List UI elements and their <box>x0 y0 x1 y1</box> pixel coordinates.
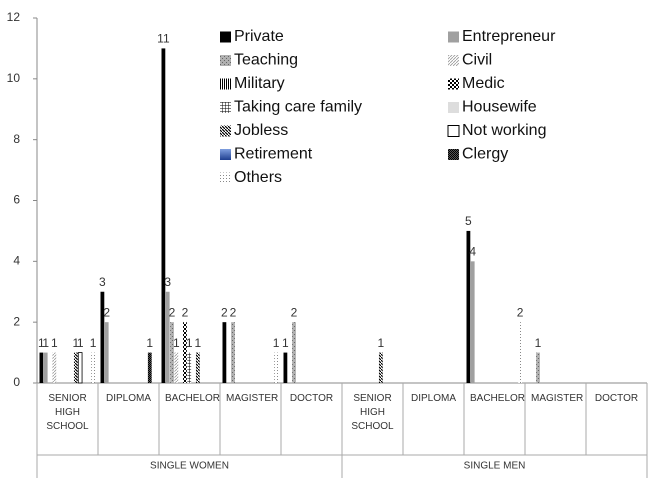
value-label: 1 <box>282 336 289 350</box>
bar <box>73 352 78 383</box>
legend-label: Housewife <box>462 99 537 116</box>
value-label: 2 <box>230 305 237 319</box>
legend-swatch <box>448 55 459 66</box>
x-tick-label: SENIOR HIGH SCHOOL <box>46 393 89 432</box>
bar <box>274 352 278 383</box>
x-tick-label: BACHELOR <box>165 393 221 404</box>
legend-swatch <box>220 31 231 43</box>
bar <box>104 322 109 383</box>
bar <box>147 352 152 383</box>
legend-label: Jobless <box>234 122 288 139</box>
value-label: 4 <box>469 245 476 259</box>
group-label: SINGLE MEN <box>464 461 526 472</box>
legend-swatch <box>220 125 231 137</box>
legend-swatch <box>220 172 231 184</box>
legend-swatch <box>220 78 231 90</box>
x-tick-label: BACHELOR <box>470 393 526 404</box>
bar <box>466 230 471 383</box>
value-label: 3 <box>99 275 106 289</box>
value-label: 1 <box>38 336 45 350</box>
x-tick-label: DIPLOMA <box>410 393 456 404</box>
value-label: 1 <box>195 336 202 350</box>
bar <box>161 48 166 384</box>
value-label: 1 <box>90 336 97 350</box>
legend-swatch <box>447 125 460 137</box>
legend-swatch <box>448 149 459 160</box>
legend-label: Civil <box>462 52 492 69</box>
bar <box>52 352 57 383</box>
bar <box>187 352 192 383</box>
bar <box>43 352 48 383</box>
x-tick-label: MAGISTER <box>531 393 584 404</box>
legend-label: Medic <box>462 75 505 92</box>
bar <box>518 322 522 383</box>
legend-swatch <box>220 149 231 160</box>
x-tick-label: DIPLOMA <box>105 393 151 404</box>
value-label: 1 <box>146 336 153 350</box>
x-tick-label: SENIOR HIGH SCHOOL <box>351 393 394 432</box>
value-label: 2 <box>291 305 298 319</box>
value-label: 1 <box>535 336 542 350</box>
value-label: 2 <box>103 305 110 319</box>
bar <box>283 352 288 383</box>
value-label: 3 <box>164 275 171 289</box>
legend-label: Military <box>234 75 285 92</box>
bar <box>170 322 174 383</box>
legend-label: Retirement <box>234 146 313 163</box>
y-tick-label: 6 <box>13 193 20 207</box>
value-label: 2 <box>169 305 176 319</box>
legend-swatch <box>448 31 459 43</box>
x-tick-label: MAGISTER <box>226 393 279 404</box>
value-label: 1 <box>186 336 193 350</box>
bar <box>470 261 475 383</box>
value-label: 2 <box>221 305 228 319</box>
bar <box>222 322 227 383</box>
bar <box>174 352 179 383</box>
legend-label: Not working <box>462 122 546 139</box>
y-tick-label: 4 <box>13 254 20 268</box>
legend-label: Taking care family <box>234 99 362 116</box>
y-tick-label: 12 <box>7 10 21 24</box>
bar <box>195 352 200 383</box>
bar <box>536 352 540 383</box>
bar <box>77 352 83 384</box>
value-label: 2 <box>517 305 524 319</box>
bar <box>100 291 105 383</box>
legend-label: Private <box>234 28 284 45</box>
y-tick-label: 10 <box>7 71 21 85</box>
legend-label: Teaching <box>234 52 298 69</box>
group-label: SINGLE WOMEN <box>150 461 229 472</box>
value-label: 1 <box>173 336 180 350</box>
legend-label: Entrepreneur <box>462 28 556 45</box>
value-label: 1 <box>51 336 58 350</box>
legend-swatch <box>448 78 459 90</box>
value-label: 5 <box>465 214 472 228</box>
legend-label: Clergy <box>462 146 508 163</box>
value-label: 1 <box>42 336 49 350</box>
bar <box>91 352 95 383</box>
x-tick-label: DOCTOR <box>594 393 639 404</box>
legend-swatch <box>448 102 459 113</box>
legend-swatch <box>220 102 231 113</box>
bar <box>183 322 187 383</box>
value-label: 1 <box>77 336 84 350</box>
value-label: 11 <box>157 32 170 46</box>
value-label: 1 <box>273 336 280 350</box>
bar <box>231 322 235 383</box>
value-label: 1 <box>378 336 385 350</box>
value-label: 1 <box>73 336 80 350</box>
y-tick-label: 0 <box>13 375 20 389</box>
bar <box>39 352 44 383</box>
legend-swatch <box>220 55 231 66</box>
x-tick-label: DOCTOR <box>289 393 334 404</box>
legend-label: Others <box>234 169 282 186</box>
value-label: 2 <box>182 305 189 319</box>
bar <box>292 322 296 383</box>
bar <box>165 291 170 383</box>
y-tick-label: 2 <box>13 314 20 328</box>
y-tick-label: 8 <box>13 132 20 146</box>
bar <box>378 352 383 383</box>
